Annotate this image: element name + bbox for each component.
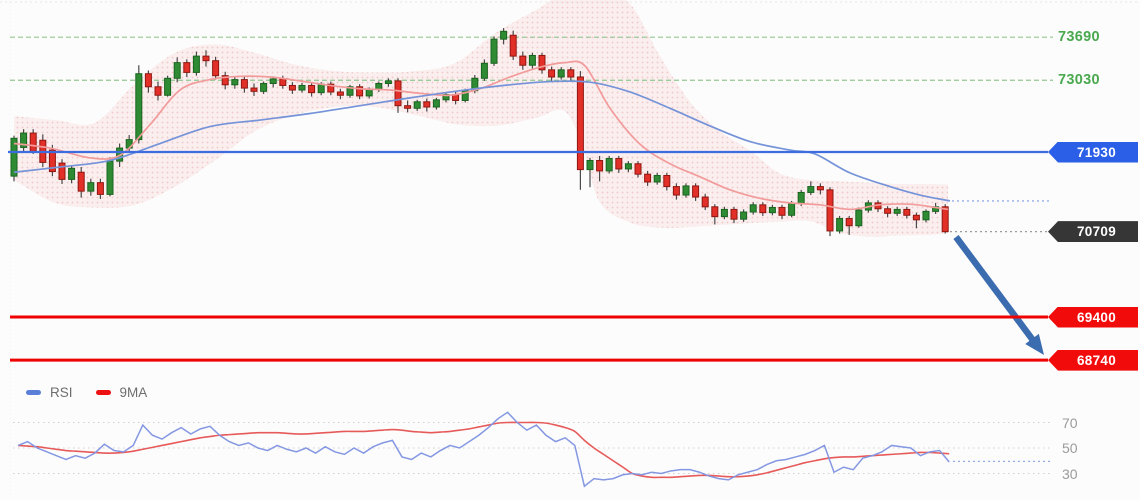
forecast-arrow-shaft bbox=[953, 235, 1040, 348]
rsi-ma-legend-label[interactable]: 9MA bbox=[119, 384, 148, 400]
price-badge-pivot: 71930 bbox=[1048, 141, 1138, 163]
indicator-legend: RSI 9MA bbox=[26, 383, 161, 401]
rsi-legend-label[interactable]: RSI bbox=[50, 384, 73, 400]
rsi-line bbox=[17, 411, 950, 488]
price-label-resistance2: 73690 bbox=[1058, 29, 1100, 46]
rsi-tick-70: 70 bbox=[1062, 414, 1078, 431]
rsi-legend-swatch bbox=[26, 389, 41, 395]
price-label-resistance1: 73030 bbox=[1058, 72, 1100, 89]
ma-slow-line bbox=[13, 80, 951, 202]
price-badge-support2: 68740 bbox=[1048, 349, 1138, 371]
rsi-ma-legend-swatch bbox=[95, 389, 111, 395]
last-price-badge: 70709 bbox=[1048, 221, 1138, 243]
rsi-tick-50: 50 bbox=[1062, 440, 1078, 456]
ma-fast-line bbox=[13, 60, 949, 211]
forecast-arrow-head bbox=[1025, 333, 1044, 355]
volatility-band bbox=[14, 0, 948, 237]
rsi-tick-30: 30 bbox=[1062, 465, 1078, 482]
rsi-ma-line bbox=[17, 421, 950, 479]
price-badge-support1: 69400 bbox=[1048, 306, 1138, 328]
